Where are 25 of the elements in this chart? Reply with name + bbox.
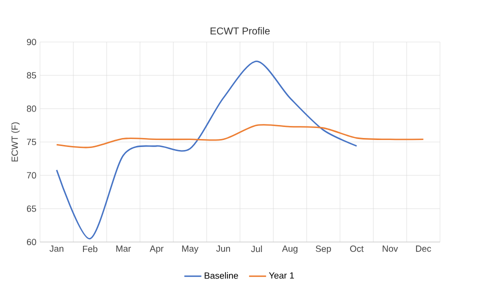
x-tick-label: Sep [316, 246, 331, 254]
y-tick-label: 80 [26, 105, 36, 112]
y-tick-label: 90 [26, 38, 36, 46]
x-tick-label: Jul [251, 246, 262, 252]
x-tick-label: Dec [416, 246, 432, 252]
x-tick-label: Nov [382, 246, 398, 252]
legend-label: Baseline [204, 272, 238, 279]
chart-title: ECWT Profile [210, 27, 270, 34]
x-tick-label: Jan [50, 246, 64, 252]
y-tick-label: 85 [26, 72, 36, 79]
y-tick-label: 65 [26, 205, 36, 212]
legend-label: Year 1 [268, 272, 294, 279]
x-tick-label: Mar [116, 246, 131, 252]
y-tick-label: 70 [26, 172, 36, 179]
x-tick-label: Aug [282, 246, 298, 254]
y-tick-label: 60 [26, 238, 36, 246]
line-series [56, 60, 358, 240]
y-tick-label: 75 [26, 138, 36, 146]
x-tick-label: Jun [216, 246, 230, 252]
x-tick-label: May [182, 246, 198, 254]
x-tick-label: Oct [350, 246, 364, 252]
y-axis-title: ECWT (F) [11, 122, 20, 162]
x-tick-label: Apr [150, 246, 164, 254]
x-tick-label: Feb [83, 246, 98, 252]
line-series [56, 124, 424, 148]
